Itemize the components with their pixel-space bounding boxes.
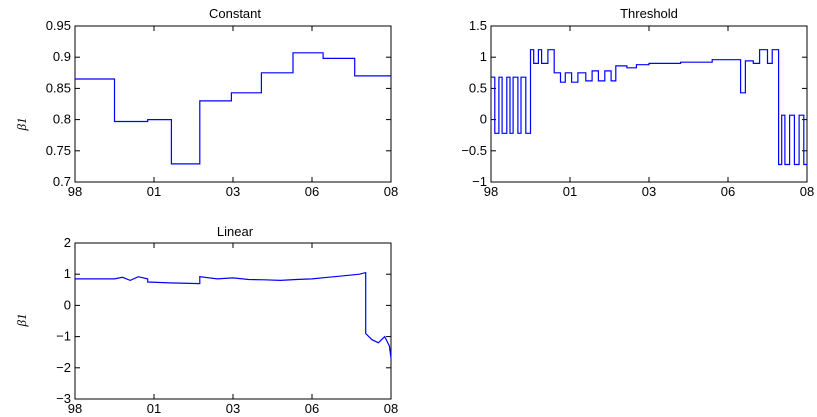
y-tick-label: 0.95 <box>46 18 71 33</box>
y-tick-label: 0 <box>480 112 487 127</box>
x-tick-label: 98 <box>68 184 82 199</box>
x-tick-label: 03 <box>642 184 656 199</box>
y-tick-label: −1 <box>472 174 487 189</box>
y-axis-label: β1 <box>14 314 29 328</box>
panel-threshold: Threshold −1 −0.5 0 0.5 1 1.5 98 01 03 06 08 <box>461 6 814 199</box>
x-tick-label: 08 <box>800 184 814 199</box>
x-tick-label: 01 <box>147 401 161 416</box>
y-tick-label: 1.5 <box>469 18 487 33</box>
x-tick-label: 03 <box>226 401 240 416</box>
y-tick-label: 0.85 <box>46 80 71 95</box>
y-tick-label: −1 <box>56 329 71 344</box>
x-tick-label: 01 <box>147 184 161 199</box>
y-tick-label: 0.9 <box>53 49 71 64</box>
y-tick-label: 2 <box>64 235 71 250</box>
y-tick-label: −2 <box>56 360 71 375</box>
y-axis-label: β1 <box>14 118 29 132</box>
series-line <box>75 52 391 165</box>
x-tick-label: 06 <box>305 184 319 199</box>
panel-title: Constant <box>209 6 261 21</box>
y-tick-label: 1 <box>64 266 71 281</box>
y-tick-label: 0.5 <box>469 80 487 95</box>
y-tick-label: 0.75 <box>46 143 71 158</box>
x-tick-label: 08 <box>384 401 398 416</box>
x-tick-label: 08 <box>384 184 398 199</box>
x-tick-label: 01 <box>563 184 577 199</box>
y-tick-label: 0.8 <box>53 112 71 127</box>
x-tick-label: 06 <box>305 401 319 416</box>
series-line <box>75 271 392 359</box>
x-tick-label: 06 <box>721 184 735 199</box>
series-line <box>491 49 807 166</box>
x-tick-label: 98 <box>68 401 82 416</box>
panel-constant: Constant β1 0.7 0.75 0.8 0.85 0.9 0.95 98 01 03 0… <box>14 6 398 199</box>
y-tick-label: −3 <box>56 391 71 406</box>
y-tick-label: 0 <box>64 297 71 312</box>
panel-title: Linear <box>217 224 254 239</box>
panel-title: Threshold <box>620 6 678 21</box>
y-tick-label: 0.7 <box>53 174 71 189</box>
y-tick-label: −0.5 <box>461 143 487 158</box>
x-tick-label: 98 <box>484 184 498 199</box>
y-tick-label: 1 <box>480 49 487 64</box>
x-tick-label: 03 <box>226 184 240 199</box>
